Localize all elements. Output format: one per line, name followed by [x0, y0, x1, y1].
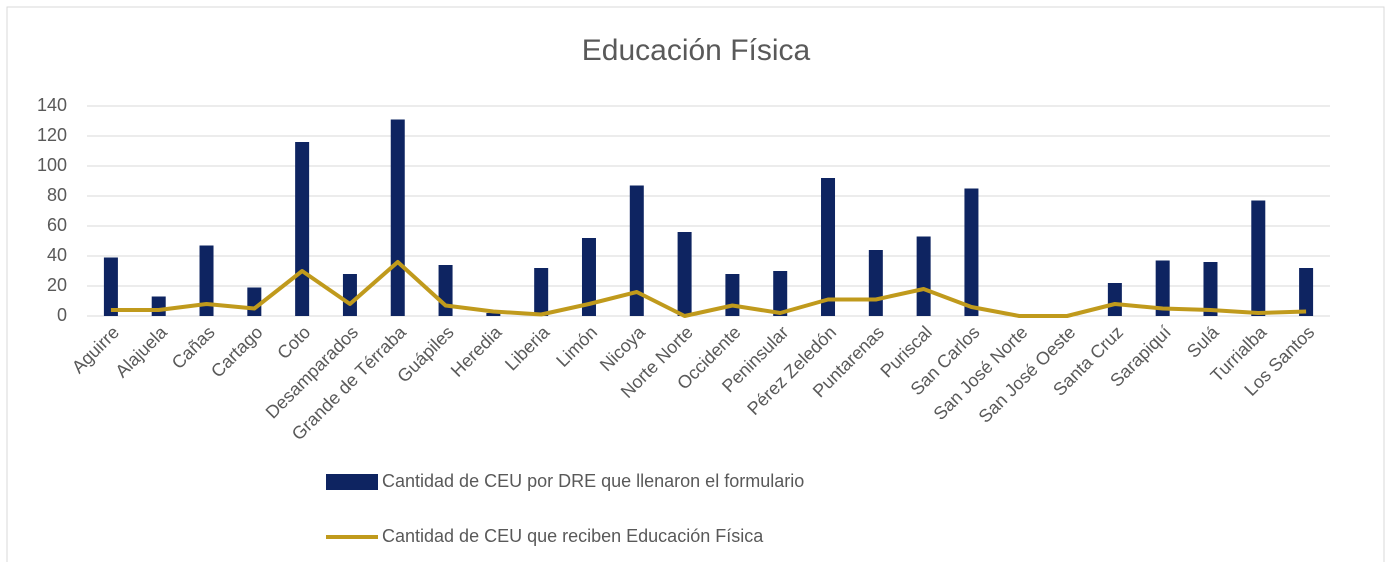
bar [151, 296, 166, 316]
y-tick-label: 60 [47, 215, 67, 235]
bar [103, 257, 118, 316]
bar [486, 313, 501, 316]
y-tick-label: 40 [47, 245, 67, 265]
bar [438, 265, 453, 316]
chart-title: Educación Física [582, 34, 811, 67]
bar [629, 185, 644, 316]
bar [916, 236, 931, 316]
line [110, 260, 1307, 318]
bar [342, 274, 357, 316]
y-tick-label: 140 [37, 95, 67, 115]
bar [821, 178, 836, 316]
y-tick-label: 0 [57, 305, 67, 325]
chart-border [6, 6, 1385, 562]
bar [1203, 262, 1218, 316]
bar [295, 142, 310, 316]
y-tick-label: 20 [47, 275, 67, 295]
bar [725, 274, 740, 316]
legend-label: Cantidad de CEU que reciben Educación Fí… [382, 526, 764, 546]
bar [199, 245, 214, 316]
bar [1107, 283, 1122, 316]
bar [1155, 260, 1170, 316]
legend-label: Cantidad de CEU por DRE que llenaron el … [382, 471, 804, 491]
bar [964, 188, 979, 316]
bar [247, 287, 262, 316]
legend-swatch [326, 474, 378, 490]
y-tick-label: 120 [37, 125, 67, 145]
bar [773, 271, 788, 316]
bar [1251, 200, 1266, 316]
bar [390, 119, 405, 316]
y-tick-label: 80 [47, 185, 67, 205]
y-tick-label: 100 [37, 155, 67, 175]
bar [1299, 268, 1314, 316]
bar [534, 268, 549, 316]
bar [868, 250, 883, 316]
bar [677, 232, 692, 316]
bar [581, 238, 596, 316]
